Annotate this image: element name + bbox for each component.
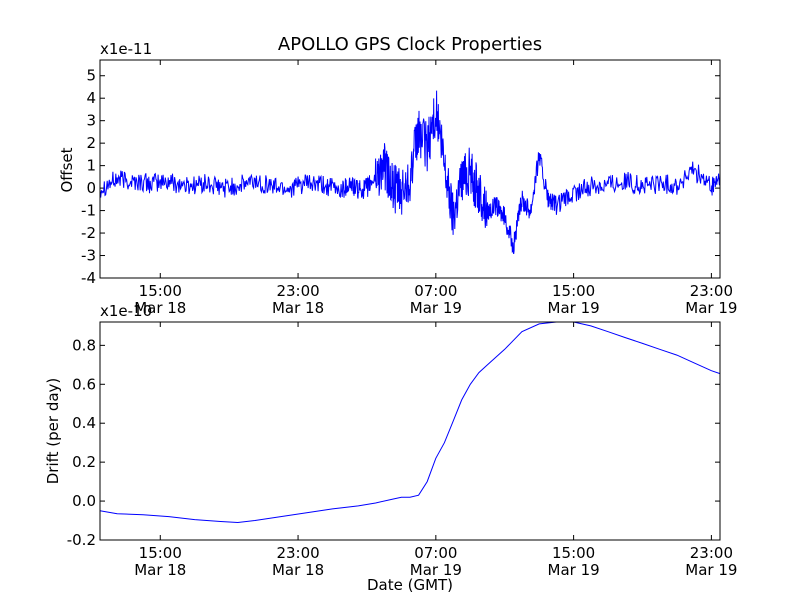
drift-series <box>99 321 721 524</box>
series-line <box>99 321 721 524</box>
y-tick-label: 2 <box>86 134 96 152</box>
y-tick-label: 4 <box>86 89 96 107</box>
offset-series <box>99 90 721 255</box>
drift-axes-frame <box>99 321 721 541</box>
x-tick-label-time: 15:00 <box>139 282 182 300</box>
y-tick-label: -3 <box>81 247 96 265</box>
figure-title: APOLLO GPS Clock Properties <box>278 34 542 55</box>
offset-ylabel: Offset <box>58 147 76 192</box>
x-tick-label-time: 15:00 <box>552 282 595 300</box>
x-tick-label-time: 23:00 <box>276 544 319 562</box>
offset-multiplier: x1e-11 <box>100 40 152 58</box>
drift-ylabel: Drift (per day) <box>44 378 62 485</box>
x-tick-label-date: Mar 19 <box>685 299 737 317</box>
drift-panel: x1e-10 Drift (per day) Date (GMT) -0.2 0.… <box>44 302 737 594</box>
drift-multiplier: x1e-10 <box>100 302 152 320</box>
offset-axes-frame <box>99 59 721 279</box>
y-tick-label: 0.2 <box>72 453 96 471</box>
y-tick-label: 0 <box>86 179 96 197</box>
y-tick-label: 0.6 <box>72 375 96 393</box>
x-tick-label-time: 23:00 <box>690 544 733 562</box>
x-tick-label-time: 23:00 <box>276 282 319 300</box>
x-tick-label-date: Mar 18 <box>134 299 186 317</box>
y-tick-label: -4 <box>81 269 96 287</box>
x-tick-label-date: Mar 19 <box>410 561 462 579</box>
y-tick-label: 0.0 <box>72 492 96 510</box>
x-tick-label-date: Mar 18 <box>134 561 186 579</box>
x-tick-label-time: 07:00 <box>414 282 457 300</box>
y-tick-label: -1 <box>81 202 96 220</box>
x-tick-label-time: 07:00 <box>414 544 457 562</box>
x-tick-label-date: Mar 18 <box>272 561 324 579</box>
y-tick-label: 5 <box>86 67 96 85</box>
x-tick-label-date: Mar 19 <box>685 561 737 579</box>
x-tick-label-time: 23:00 <box>690 282 733 300</box>
y-tick-label: 3 <box>86 112 96 130</box>
drift-xlabel: Date (GMT) <box>367 576 453 594</box>
y-tick-label: -2 <box>81 224 96 242</box>
y-tick-label: 1 <box>86 157 96 175</box>
y-tick-label: -0.2 <box>67 531 96 549</box>
y-tick-label: 0.4 <box>72 414 96 432</box>
x-tick-label-time: 15:00 <box>552 544 595 562</box>
x-tick-label-time: 15:00 <box>139 544 182 562</box>
x-tick-label-date: Mar 19 <box>548 561 600 579</box>
y-tick-label: 0.8 <box>72 336 96 354</box>
x-tick-label-date: Mar 19 <box>548 299 600 317</box>
series-line <box>99 90 721 255</box>
x-tick-label-date: Mar 19 <box>410 299 462 317</box>
x-tick-label-date: Mar 18 <box>272 299 324 317</box>
